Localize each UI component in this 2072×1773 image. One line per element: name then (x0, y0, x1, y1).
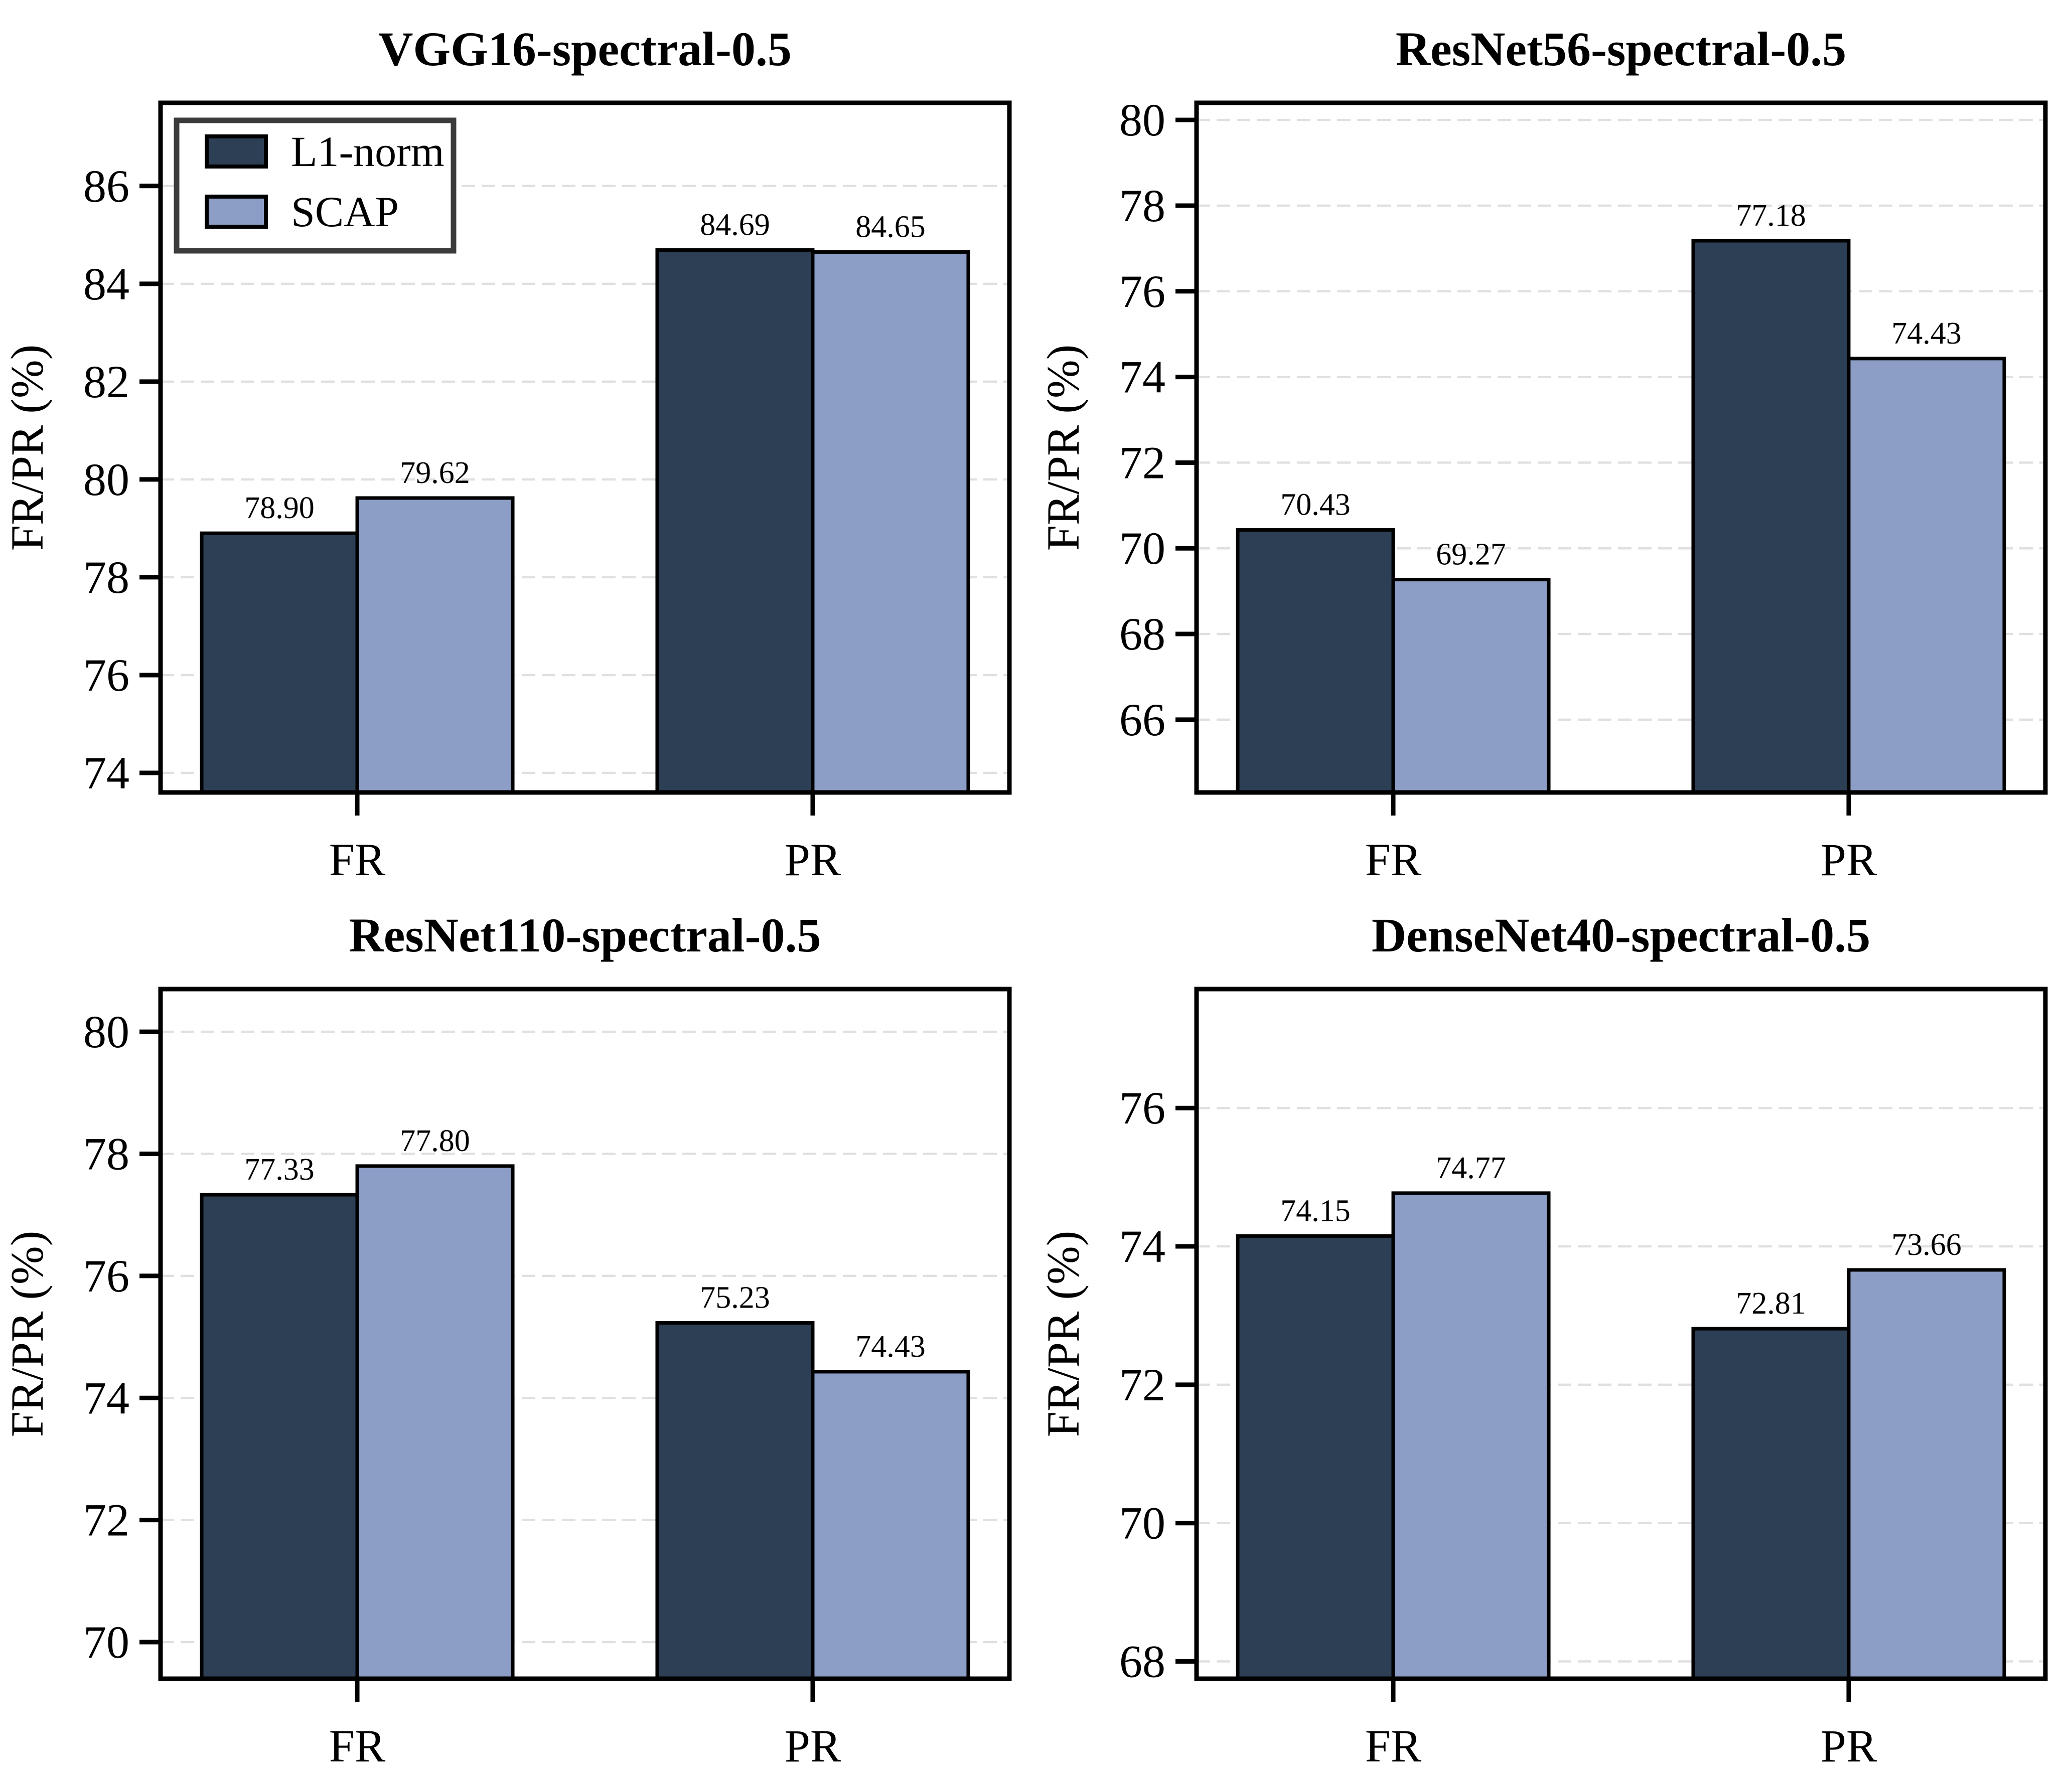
bar-value-label: 70.43 (1280, 488, 1351, 522)
bar-PR-SCAP (811, 250, 970, 794)
y-tick-label: 74 (1119, 352, 1165, 403)
bar-value-label: 84.65 (855, 210, 926, 244)
bar-value-label: 72.81 (1736, 1286, 1806, 1321)
y-tick-label: 84 (83, 258, 129, 309)
bar-FR-SCAP (1391, 1191, 1551, 1681)
x-tick-label: FR (1365, 1720, 1422, 1771)
chart-title: ResNet110-spectral-0.5 (349, 908, 821, 962)
chart-DenseNet40-spectral-0.5: 74.15 74.77 FR 72.81 73.66 PR 68 70 72 74 76 DenseN… (1038, 908, 2048, 1771)
bar-value-label: 84.69 (700, 208, 770, 242)
chart-cell-2: 77.33 77.80 FR 75.23 74.43 PR 70 72 74 76 78 80 ResN… (0, 886, 1036, 1772)
chart-cell-1: 70.43 69.27 FR 77.18 74.43 PR 66 68 70 72 74 76 78 80… (1036, 0, 2072, 886)
y-tick-label: 68 (1119, 1636, 1165, 1687)
bar-FR-L1-norm (1236, 528, 1395, 794)
bar-value-label: 74.43 (855, 1330, 926, 1364)
y-tick-label: 70 (1119, 523, 1165, 574)
y-tick-label: 74 (83, 1372, 129, 1423)
bar-FR-L1-norm (200, 531, 359, 794)
x-tick-label: FR (1365, 834, 1422, 885)
bar-FR-SCAP (1391, 578, 1551, 794)
y-tick-label: 76 (83, 650, 129, 701)
bar-PR-SCAP (1847, 357, 2006, 794)
y-tick-label: 70 (83, 1617, 129, 1668)
plot-border (158, 100, 1012, 795)
y-tick-label: 80 (83, 454, 129, 505)
y-tick-label: 68 (1119, 608, 1165, 660)
chart-cell-0: 78.90 79.62 FR 84.69 84.65 PR 74 76 78 80 82 84 86 VG… (0, 0, 1036, 886)
x-tick-label: FR (329, 1720, 386, 1771)
plot-border (1194, 987, 2048, 1681)
legend-label: SCAP (291, 188, 399, 236)
bar-value-label: 74.43 (1891, 316, 1962, 351)
chart-VGG16-spectral-0.5: 78.90 79.62 FR 84.69 84.65 PR 74 76 78 80 82 84 86 VG… (2, 22, 1012, 885)
bar-FR-L1-norm (200, 1193, 359, 1681)
x-tick-label: PR (785, 1720, 841, 1771)
bar-value-label: 77.33 (244, 1153, 315, 1187)
y-axis-label: FR/PR (%) (2, 345, 53, 551)
bar-FR-SCAP (355, 496, 515, 794)
legend-swatch-SCAP (205, 195, 268, 229)
chart-cell-3: 74.15 74.77 FR 72.81 73.66 PR 68 70 72 74 76 DenseN… (1036, 886, 2072, 1772)
bar-value-label: 77.80 (400, 1124, 470, 1158)
bar-PR-L1-norm (655, 248, 815, 794)
legend-swatch-L1-norm (205, 134, 268, 169)
y-tick-label: 72 (1119, 1359, 1165, 1410)
x-tick-label: FR (329, 834, 386, 885)
chart-title: ResNet56-spectral-0.5 (1396, 22, 1846, 76)
y-tick-label: 76 (1119, 266, 1165, 317)
y-tick-label: 72 (1119, 437, 1165, 488)
chart-title: VGG16-spectral-0.5 (378, 22, 792, 76)
y-axis-label: FR/PR (%) (1038, 1231, 1089, 1437)
chart-ResNet110-spectral-0.5: 77.33 77.80 FR 75.23 74.43 PR 70 72 74 76 78 80 ResN… (2, 908, 1012, 1771)
legend-label: L1-norm (291, 127, 445, 176)
y-tick-label: 78 (83, 1129, 129, 1180)
bar-value-label: 77.18 (1736, 199, 1806, 233)
bar-PR-SCAP (1847, 1268, 2006, 1681)
y-axis-label: FR/PR (%) (2, 1231, 53, 1437)
y-tick-label: 76 (83, 1250, 129, 1302)
y-tick-label: 80 (83, 1006, 129, 1057)
bar-FR-L1-norm (1236, 1234, 1395, 1681)
bar-value-label: 69.27 (1436, 538, 1506, 572)
bar-value-label: 75.23 (700, 1281, 770, 1315)
bar-PR-L1-norm (1691, 239, 1851, 794)
bar-value-label: 74.77 (1436, 1151, 1506, 1185)
y-tick-label: 76 (1119, 1082, 1165, 1134)
y-tick-label: 72 (83, 1495, 129, 1546)
y-tick-label: 82 (83, 356, 129, 407)
bar-value-label: 74.15 (1280, 1194, 1351, 1228)
bar-PR-L1-norm (1691, 1327, 1851, 1681)
y-tick-label: 78 (83, 552, 129, 603)
y-tick-label: 74 (83, 747, 129, 798)
bar-value-label: 73.66 (1891, 1228, 1962, 1262)
x-tick-label: PR (785, 834, 841, 885)
y-axis-label: FR/PR (%) (1038, 345, 1089, 551)
x-tick-label: PR (1821, 834, 1877, 885)
chart-ResNet56-spectral-0.5: 70.43 69.27 FR 77.18 74.43 PR 66 68 70 72 74 76 78 80… (1038, 22, 2048, 885)
y-tick-label: 70 (1119, 1498, 1165, 1549)
chart-title: DenseNet40-spectral-0.5 (1372, 908, 1870, 962)
bar-PR-L1-norm (655, 1321, 815, 1681)
y-tick-label: 86 (83, 160, 129, 212)
y-tick-label: 66 (1119, 694, 1165, 745)
x-tick-label: PR (1821, 1720, 1877, 1771)
plot-border (1194, 100, 2048, 795)
bar-value-label: 78.90 (244, 491, 315, 525)
bar-FR-SCAP (355, 1164, 515, 1681)
plot-border (158, 987, 1012, 1681)
y-tick-label: 80 (1119, 94, 1165, 145)
y-tick-label: 78 (1119, 180, 1165, 231)
bar-value-label: 79.62 (400, 456, 470, 490)
bar-PR-SCAP (811, 1370, 970, 1681)
y-tick-label: 74 (1119, 1221, 1165, 1272)
